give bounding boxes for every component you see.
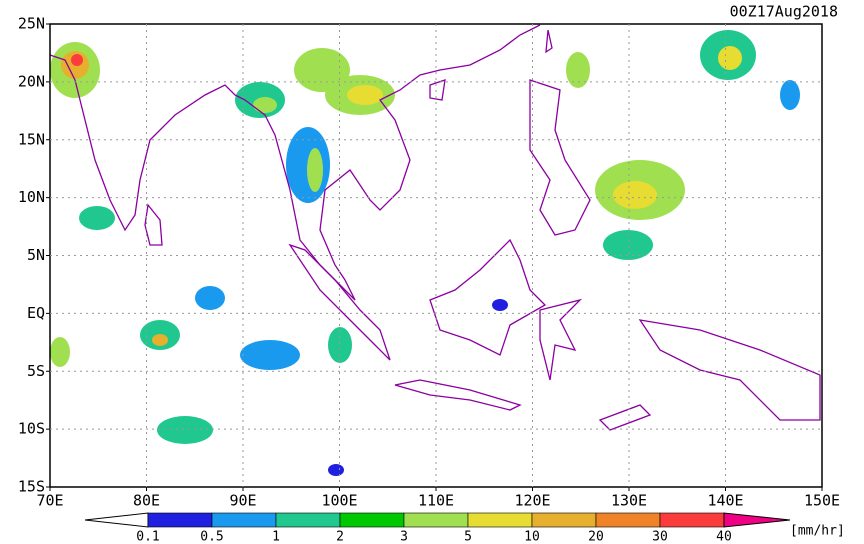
colorbar-unit: [mm/hr] xyxy=(790,524,845,539)
colorbar-segment xyxy=(211,512,277,528)
x-label: 150E xyxy=(804,492,840,510)
y-label: 10S xyxy=(18,420,45,438)
y-label: 15S xyxy=(18,478,45,496)
colorbar-label: 5 xyxy=(464,530,472,544)
colorbar-label: 0.5 xyxy=(200,530,223,544)
y-label: 5N xyxy=(27,246,45,264)
y-label: 15N xyxy=(18,130,45,148)
colorbar-segment xyxy=(275,512,341,528)
x-label: 70E xyxy=(36,492,63,510)
x-label: 100E xyxy=(321,492,357,510)
y-label: 25N xyxy=(18,15,45,33)
x-label: 110E xyxy=(418,492,454,510)
x-label: 130E xyxy=(611,492,647,510)
colorbar-label: 20 xyxy=(588,530,604,544)
colorbar-label: 0.1 xyxy=(136,530,159,544)
colorbar-segment xyxy=(403,512,469,528)
coastlines xyxy=(49,24,821,431)
colorbar-label: 2 xyxy=(336,530,344,544)
colorbar-segment xyxy=(595,512,661,528)
x-label: 80E xyxy=(133,492,160,510)
y-label: 5S xyxy=(27,362,45,380)
y-label: EQ xyxy=(27,304,45,322)
colorbar-segment xyxy=(147,512,213,528)
colorbar-label: 3 xyxy=(400,530,408,544)
x-label: 90E xyxy=(229,492,256,510)
colorbar-segment xyxy=(467,512,533,528)
colorbar-label: 1 xyxy=(272,530,280,544)
colorbar-max xyxy=(723,512,791,528)
colorbar-label: 40 xyxy=(716,530,732,544)
colorbar-min xyxy=(84,512,149,528)
x-label: 120E xyxy=(514,492,550,510)
x-label: 140E xyxy=(707,492,743,510)
precipitation xyxy=(50,30,800,476)
y-label: 10N xyxy=(18,188,45,206)
colorbar-segment xyxy=(531,512,597,528)
colorbar-segment xyxy=(659,512,725,528)
colorbar-label: 30 xyxy=(652,530,668,544)
colorbar-segment xyxy=(339,512,405,528)
y-label: 20N xyxy=(18,72,45,90)
map-title: 00Z17Aug2018 xyxy=(730,3,838,21)
colorbar-label: 10 xyxy=(524,530,540,544)
